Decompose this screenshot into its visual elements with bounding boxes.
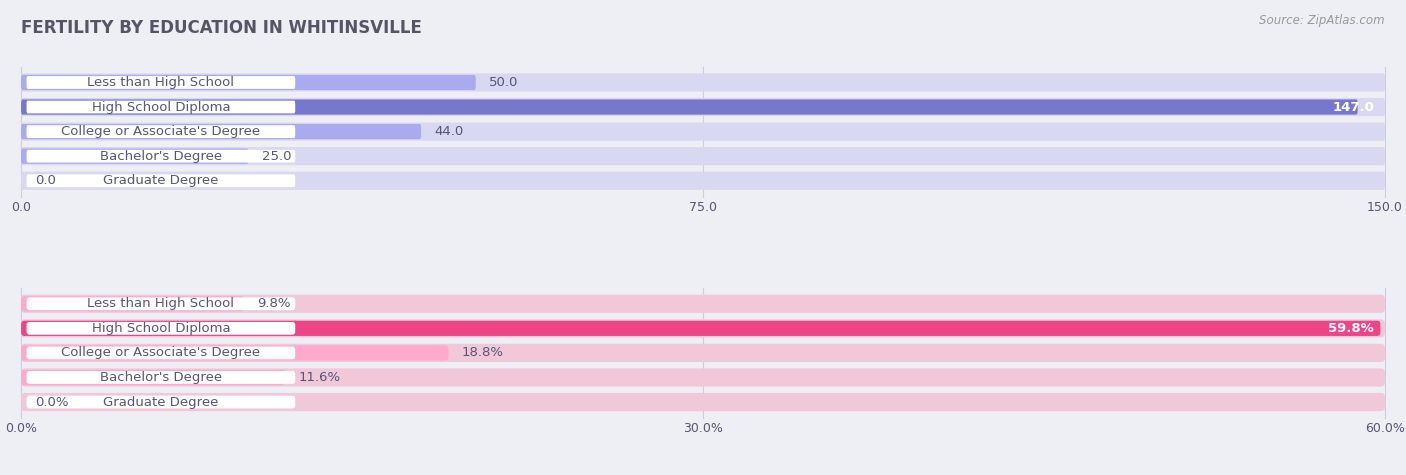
FancyBboxPatch shape	[27, 371, 295, 384]
Text: 25.0: 25.0	[262, 150, 291, 162]
FancyBboxPatch shape	[21, 294, 1385, 313]
Text: Bachelor's Degree: Bachelor's Degree	[100, 371, 222, 384]
FancyBboxPatch shape	[21, 98, 1385, 116]
Text: Bachelor's Degree: Bachelor's Degree	[100, 150, 222, 162]
FancyBboxPatch shape	[21, 345, 449, 361]
FancyBboxPatch shape	[21, 319, 1385, 337]
Text: 44.0: 44.0	[434, 125, 464, 138]
Text: Source: ZipAtlas.com: Source: ZipAtlas.com	[1260, 14, 1385, 27]
FancyBboxPatch shape	[27, 174, 295, 187]
Text: 50.0: 50.0	[489, 76, 519, 89]
FancyBboxPatch shape	[21, 370, 285, 385]
FancyBboxPatch shape	[27, 76, 295, 89]
Text: 147.0: 147.0	[1331, 101, 1374, 114]
FancyBboxPatch shape	[21, 296, 243, 312]
FancyBboxPatch shape	[21, 123, 1385, 141]
FancyBboxPatch shape	[27, 101, 295, 114]
FancyBboxPatch shape	[27, 297, 295, 310]
Text: College or Associate's Degree: College or Associate's Degree	[62, 125, 260, 138]
FancyBboxPatch shape	[21, 321, 1381, 336]
FancyBboxPatch shape	[21, 171, 1385, 190]
Text: College or Associate's Degree: College or Associate's Degree	[62, 346, 260, 360]
FancyBboxPatch shape	[27, 125, 295, 138]
Text: High School Diploma: High School Diploma	[91, 101, 231, 114]
Text: 0.0: 0.0	[35, 174, 56, 187]
FancyBboxPatch shape	[21, 344, 1385, 362]
FancyBboxPatch shape	[21, 369, 1385, 387]
Text: 59.8%: 59.8%	[1329, 322, 1374, 335]
Text: Graduate Degree: Graduate Degree	[103, 396, 218, 408]
Text: Less than High School: Less than High School	[87, 297, 235, 310]
FancyBboxPatch shape	[27, 347, 295, 359]
FancyBboxPatch shape	[27, 322, 295, 335]
Text: 9.8%: 9.8%	[257, 297, 291, 310]
FancyBboxPatch shape	[21, 393, 1385, 411]
FancyBboxPatch shape	[21, 99, 1358, 114]
FancyBboxPatch shape	[27, 396, 295, 408]
FancyBboxPatch shape	[21, 73, 1385, 92]
FancyBboxPatch shape	[21, 147, 1385, 165]
Text: High School Diploma: High School Diploma	[91, 322, 231, 335]
FancyBboxPatch shape	[21, 149, 249, 164]
Text: 18.8%: 18.8%	[463, 346, 505, 360]
FancyBboxPatch shape	[21, 75, 475, 90]
Text: 11.6%: 11.6%	[298, 371, 340, 384]
FancyBboxPatch shape	[21, 124, 422, 139]
Text: Less than High School: Less than High School	[87, 76, 235, 89]
Text: Graduate Degree: Graduate Degree	[103, 174, 218, 187]
FancyBboxPatch shape	[27, 150, 295, 162]
Text: FERTILITY BY EDUCATION IN WHITINSVILLE: FERTILITY BY EDUCATION IN WHITINSVILLE	[21, 19, 422, 37]
Text: 0.0%: 0.0%	[35, 396, 69, 408]
